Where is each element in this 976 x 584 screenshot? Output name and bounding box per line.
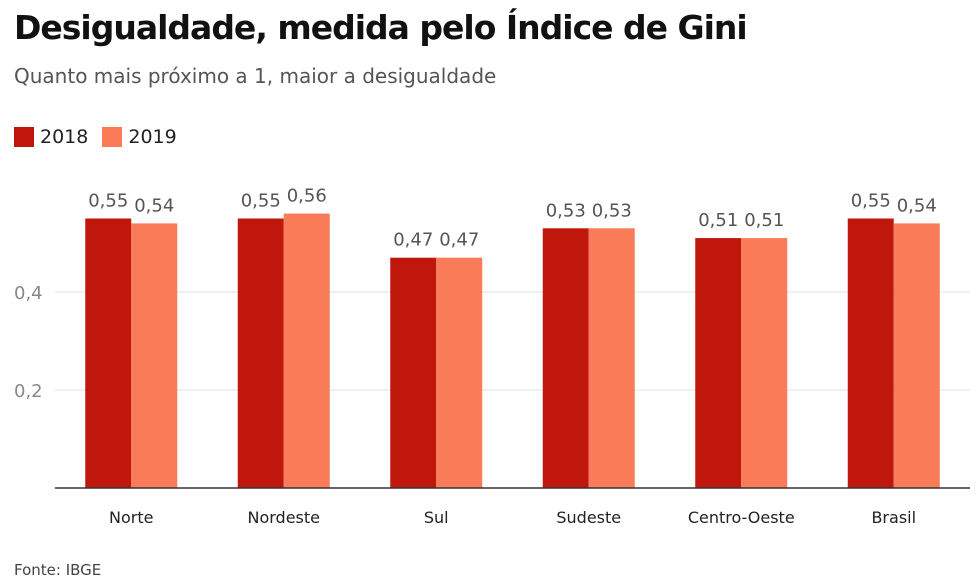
chart-subtitle: Quanto mais próximo a 1, maior a desigua… (14, 64, 497, 88)
bar-2019 (283, 213, 330, 488)
chart-title: Desigualdade, medida pelo Índice de Gini (14, 8, 748, 47)
data-label: 0,55 (851, 191, 891, 212)
data-label: 0,51 (698, 210, 738, 231)
bar-2019 (436, 257, 483, 488)
legend-label-2018: 2018 (40, 126, 89, 148)
y-tick-label: 0,4 (14, 283, 43, 304)
x-tick-label: Norte (109, 508, 153, 527)
y-tick-label: 0,2 (14, 381, 43, 402)
x-tick-label: Brasil (871, 508, 916, 527)
bar-2018 (847, 218, 894, 488)
x-tick-label: Sudeste (556, 508, 621, 527)
x-tick-label: Sul (424, 508, 449, 527)
data-label: 0,55 (88, 191, 128, 212)
bar-2018 (237, 218, 284, 488)
legend-swatch-2019 (102, 127, 123, 147)
legend: 2018 2019 (14, 126, 177, 148)
data-label: 0,55 (241, 191, 281, 212)
bar-2019 (131, 223, 178, 488)
data-label: 0,51 (744, 210, 784, 231)
legend-item-2018: 2018 (14, 126, 88, 148)
bar-2019 (588, 228, 635, 489)
x-tick-label: Centro-Oeste (688, 508, 795, 527)
bar-2019 (741, 238, 788, 488)
data-label: 0,56 (287, 186, 327, 207)
data-label: 0,47 (439, 230, 479, 251)
bar-2018 (695, 238, 742, 488)
bar-2019 (893, 223, 940, 488)
source-note: Fonte: IBGE (14, 561, 102, 579)
x-tick-label: Nordeste (247, 508, 320, 527)
data-label: 0,53 (546, 200, 586, 221)
legend-label-2019: 2019 (128, 126, 177, 148)
legend-item-2019: 2019 (102, 126, 177, 148)
data-label: 0,54 (897, 195, 937, 216)
bar-2018 (390, 257, 437, 488)
bar-2018 (542, 228, 589, 489)
data-label: 0,47 (393, 230, 433, 251)
data-label: 0,53 (592, 200, 632, 221)
legend-swatch-2018 (14, 127, 34, 147)
bar-2018 (85, 218, 132, 488)
data-label: 0,54 (134, 195, 174, 216)
